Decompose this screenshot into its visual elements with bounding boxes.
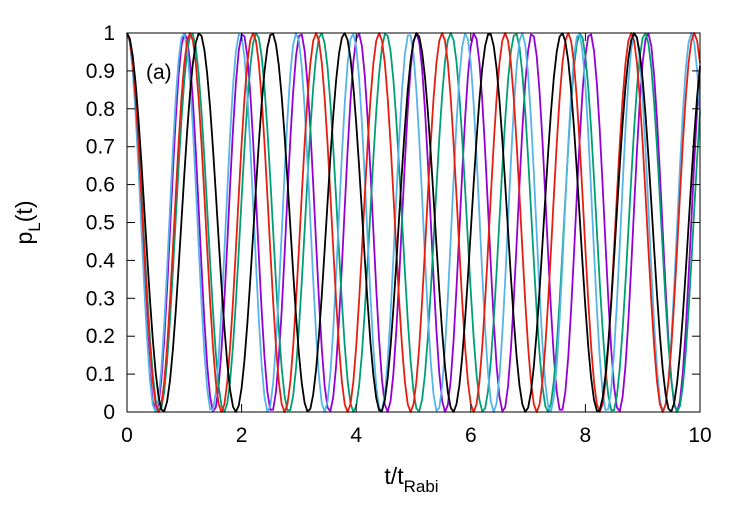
x-tick-label: 10 <box>688 424 711 447</box>
axis-ticks: 0 2 4 6 8 10 0 0.1 0.2 0.3 0.4 0.5 0.6 0.7 0.8 0.9 1 <box>86 22 712 447</box>
y-axis-label: pL(t) <box>11 201 44 245</box>
x-axis-label-sub: Rabi <box>404 477 439 496</box>
x-tick-label: 2 <box>236 424 248 447</box>
series-line-5 <box>126 32 701 413</box>
y-tick-label: 0.6 <box>86 174 115 197</box>
y-tick-label: 0.5 <box>86 212 115 235</box>
x-axis-label-main: t/t <box>384 463 404 489</box>
panel-annotation: (a) <box>146 61 172 84</box>
x-axis-label: t/tRabi <box>384 463 438 496</box>
y-tick-label: 0.4 <box>86 249 116 272</box>
x-tick-label: 4 <box>350 424 362 447</box>
y-tick-label: 0.9 <box>86 60 115 83</box>
y-tick-label: 0 <box>103 401 115 424</box>
y-axis-label-main: p <box>11 232 37 245</box>
x-tick-label: 6 <box>465 424 477 447</box>
series-lines <box>126 32 701 413</box>
y-tick-label: 0.8 <box>86 98 115 121</box>
y-tick-label: 0.7 <box>86 136 115 159</box>
x-tick-label: 0 <box>121 424 133 447</box>
x-tick-label: 8 <box>580 424 592 447</box>
y-tick-label: 0.3 <box>86 287 115 310</box>
y-tick-label: 1 <box>103 22 115 45</box>
y-axis-label-suffix: (t) <box>11 201 37 223</box>
y-tick-label: 0.2 <box>86 325 115 348</box>
y-tick-label: 0.1 <box>86 363 115 386</box>
y-axis-label-sub: L <box>25 222 44 231</box>
